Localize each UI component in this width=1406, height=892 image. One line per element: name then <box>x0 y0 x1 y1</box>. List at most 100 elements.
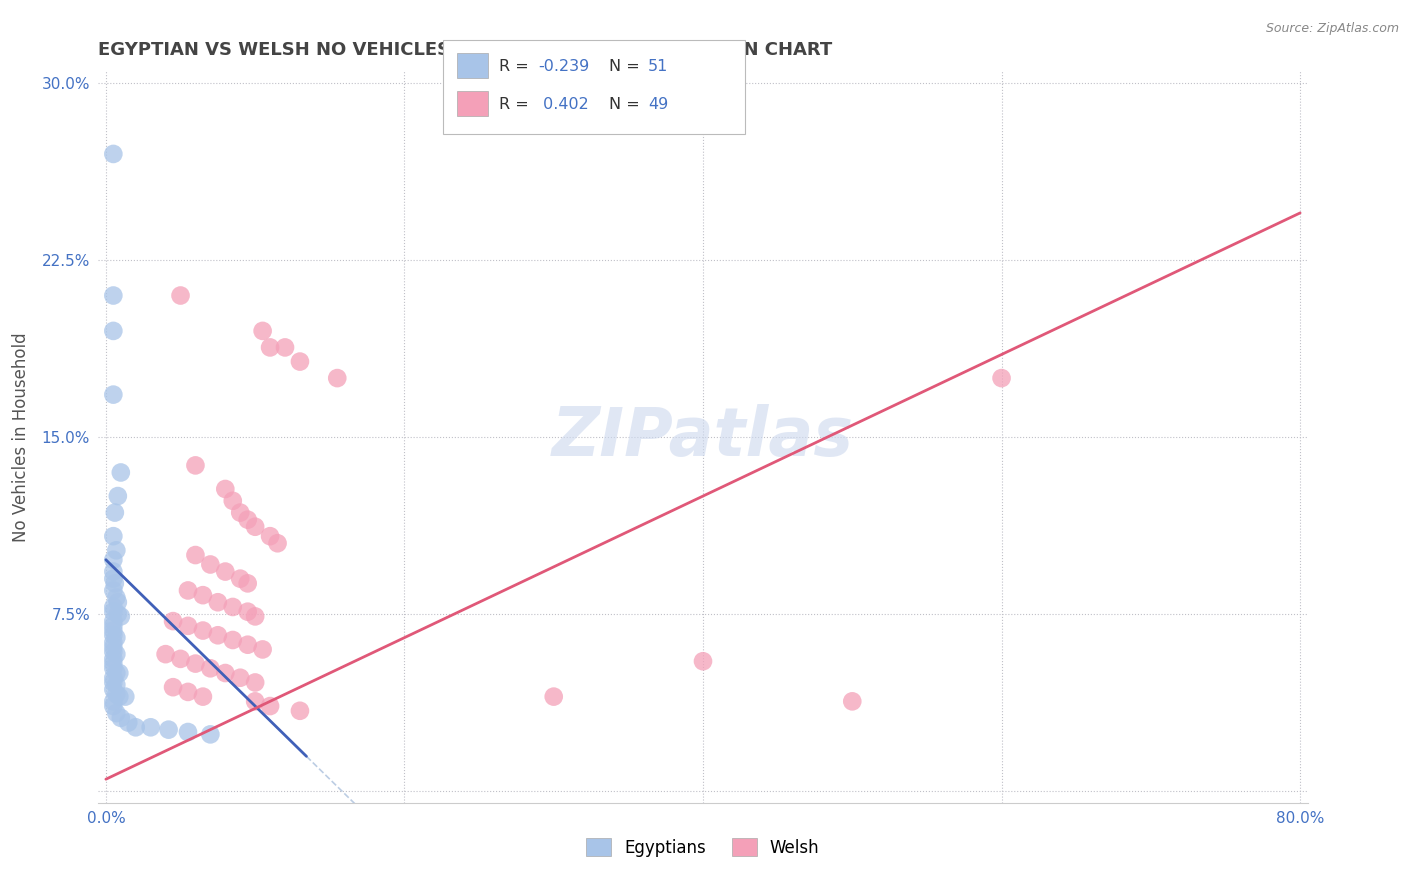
Point <box>207 628 229 642</box>
Point <box>274 340 297 354</box>
Point <box>103 324 125 338</box>
Point <box>177 619 200 633</box>
Point <box>110 609 132 624</box>
Point <box>326 371 349 385</box>
Point <box>200 727 222 741</box>
Point <box>252 642 274 657</box>
Point <box>169 288 191 302</box>
Point <box>103 605 125 619</box>
Point <box>236 638 259 652</box>
Point <box>243 694 266 708</box>
Point <box>990 371 1012 385</box>
Point <box>200 661 222 675</box>
Point <box>103 661 125 675</box>
Point <box>108 690 131 704</box>
Y-axis label: No Vehicles in Household: No Vehicles in Household <box>13 332 31 542</box>
Point <box>105 678 128 692</box>
Text: 49: 49 <box>648 97 668 112</box>
Point <box>259 529 281 543</box>
Point <box>103 657 125 671</box>
Point <box>105 591 128 605</box>
Point <box>105 706 128 720</box>
Text: 0.402: 0.402 <box>538 97 589 112</box>
Point <box>214 666 236 681</box>
Point <box>114 690 136 704</box>
Text: N =: N = <box>609 97 645 112</box>
Point <box>103 675 125 690</box>
Point <box>229 572 252 586</box>
Point <box>214 482 236 496</box>
Point <box>177 725 200 739</box>
Point <box>103 553 125 567</box>
Point <box>259 699 281 714</box>
Point <box>162 614 184 628</box>
Point <box>222 599 245 614</box>
Point <box>162 680 184 694</box>
Text: R =: R = <box>499 97 534 112</box>
Point <box>117 715 139 730</box>
Point <box>103 628 125 642</box>
Point <box>103 614 125 628</box>
Point <box>103 147 125 161</box>
Point <box>207 595 229 609</box>
Point <box>243 520 266 534</box>
Point <box>191 588 214 602</box>
Point <box>222 632 245 647</box>
Text: ZIPatlas: ZIPatlas <box>553 404 853 470</box>
Point <box>103 699 125 714</box>
Point <box>110 711 132 725</box>
Text: 51: 51 <box>648 60 668 74</box>
Point <box>103 671 125 685</box>
Point <box>103 635 125 649</box>
Text: -0.239: -0.239 <box>538 60 589 74</box>
Point <box>243 609 266 624</box>
Point <box>266 536 288 550</box>
Point <box>125 720 148 734</box>
Text: Source: ZipAtlas.com: Source: ZipAtlas.com <box>1265 22 1399 36</box>
Point <box>107 489 129 503</box>
Point <box>229 671 252 685</box>
Point <box>191 690 214 704</box>
Point <box>103 565 125 579</box>
Point <box>103 682 125 697</box>
Point <box>105 687 128 701</box>
Point <box>107 595 129 609</box>
Point <box>243 675 266 690</box>
Point <box>236 576 259 591</box>
Point <box>103 288 125 302</box>
Point <box>104 506 127 520</box>
Point <box>157 723 180 737</box>
Point <box>103 624 125 638</box>
Point <box>110 466 132 480</box>
Point <box>103 640 125 654</box>
Point <box>200 558 222 572</box>
Point <box>108 666 131 681</box>
Point <box>288 704 311 718</box>
Point <box>103 599 125 614</box>
Point <box>184 458 207 473</box>
Text: R =: R = <box>499 60 534 74</box>
Point <box>236 513 259 527</box>
Point <box>103 652 125 666</box>
Point <box>177 685 200 699</box>
Point <box>103 619 125 633</box>
Point <box>103 583 125 598</box>
Point <box>139 720 162 734</box>
Point <box>841 694 863 708</box>
Point <box>105 543 128 558</box>
Point <box>103 387 125 401</box>
Point <box>155 647 177 661</box>
Point <box>105 666 128 681</box>
Point <box>107 607 129 621</box>
Point <box>252 324 274 338</box>
Point <box>222 493 245 508</box>
Point <box>104 576 127 591</box>
Point <box>214 565 236 579</box>
Legend: Egyptians, Welsh: Egyptians, Welsh <box>586 838 820 856</box>
Point <box>105 647 128 661</box>
Point <box>103 694 125 708</box>
Point <box>103 645 125 659</box>
Point <box>105 631 128 645</box>
Point <box>169 652 191 666</box>
Point <box>229 506 252 520</box>
